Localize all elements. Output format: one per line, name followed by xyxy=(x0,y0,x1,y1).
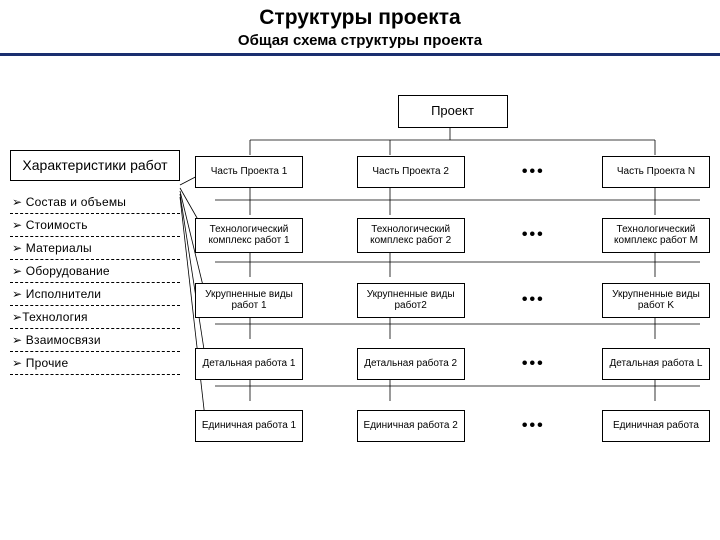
tree-node: Детальная работа L xyxy=(602,348,710,380)
char-item: ➢ Стоимость xyxy=(10,214,180,237)
char-item: ➢ Исполнители xyxy=(10,283,180,306)
ellipsis-icon: ••• xyxy=(518,163,548,181)
tree-node: Укрупненные виды работ K xyxy=(602,283,710,318)
level-row-4: Детальная работа 1 Детальная работа 2 ••… xyxy=(195,348,710,380)
page-title: Структуры проекта xyxy=(0,6,720,30)
tree-node: Единичная работа 2 xyxy=(357,410,465,442)
level-row-2: Технологический комплекс работ 1 Техноло… xyxy=(195,218,710,253)
char-item: ➢ Состав и объемы xyxy=(10,191,180,214)
page-subtitle: Общая схема структуры проекта xyxy=(0,32,720,49)
level-row-5: Единичная работа 1 Единичная работа 2 ••… xyxy=(195,410,710,442)
tree-node: Укрупненные виды работ 1 xyxy=(195,283,303,318)
char-item: ➢Технология xyxy=(10,306,180,329)
ellipsis-icon: ••• xyxy=(518,417,548,435)
tree-node: Часть Проекта N xyxy=(602,156,710,188)
tree-node: Технологический комплекс работ M xyxy=(602,218,710,253)
characteristics-header: Характеристики работ xyxy=(10,150,180,181)
level-row-1: Часть Проекта 1 Часть Проекта 2 ••• Част… xyxy=(195,156,710,188)
tree-node: Единичная работа 1 xyxy=(195,410,303,442)
char-item: ➢ Прочие xyxy=(10,352,180,375)
title-block: Структуры проекта Общая схема структуры … xyxy=(0,0,720,56)
tree-node: Детальная работа 2 xyxy=(357,348,465,380)
ellipsis-icon: ••• xyxy=(518,291,548,309)
ellipsis-icon: ••• xyxy=(518,355,548,373)
tree-node: Часть Проекта 2 xyxy=(357,156,465,188)
tree-node: Укрупненные виды работ2 xyxy=(357,283,465,318)
root-node: Проект xyxy=(398,95,508,128)
tree-node: Технологический комплекс работ 2 xyxy=(357,218,465,253)
ellipsis-icon: ••• xyxy=(518,226,548,244)
level-row-3: Укрупненные виды работ 1 Укрупненные вид… xyxy=(195,283,710,318)
tree-node: Детальная работа 1 xyxy=(195,348,303,380)
char-item: ➢ Оборудование xyxy=(10,260,180,283)
char-item: ➢ Материалы xyxy=(10,237,180,260)
tree-node: Единичная работа xyxy=(602,410,710,442)
tree-node: Технологический комплекс работ 1 xyxy=(195,218,303,253)
char-item: ➢ Взаимосвязи xyxy=(10,329,180,352)
tree-node: Часть Проекта 1 xyxy=(195,156,303,188)
characteristics-panel: Характеристики работ ➢ Состав и объемы ➢… xyxy=(10,150,180,375)
hierarchy-tree: Проект Часть Проекта 1 Часть Проекта 2 •… xyxy=(195,95,710,472)
